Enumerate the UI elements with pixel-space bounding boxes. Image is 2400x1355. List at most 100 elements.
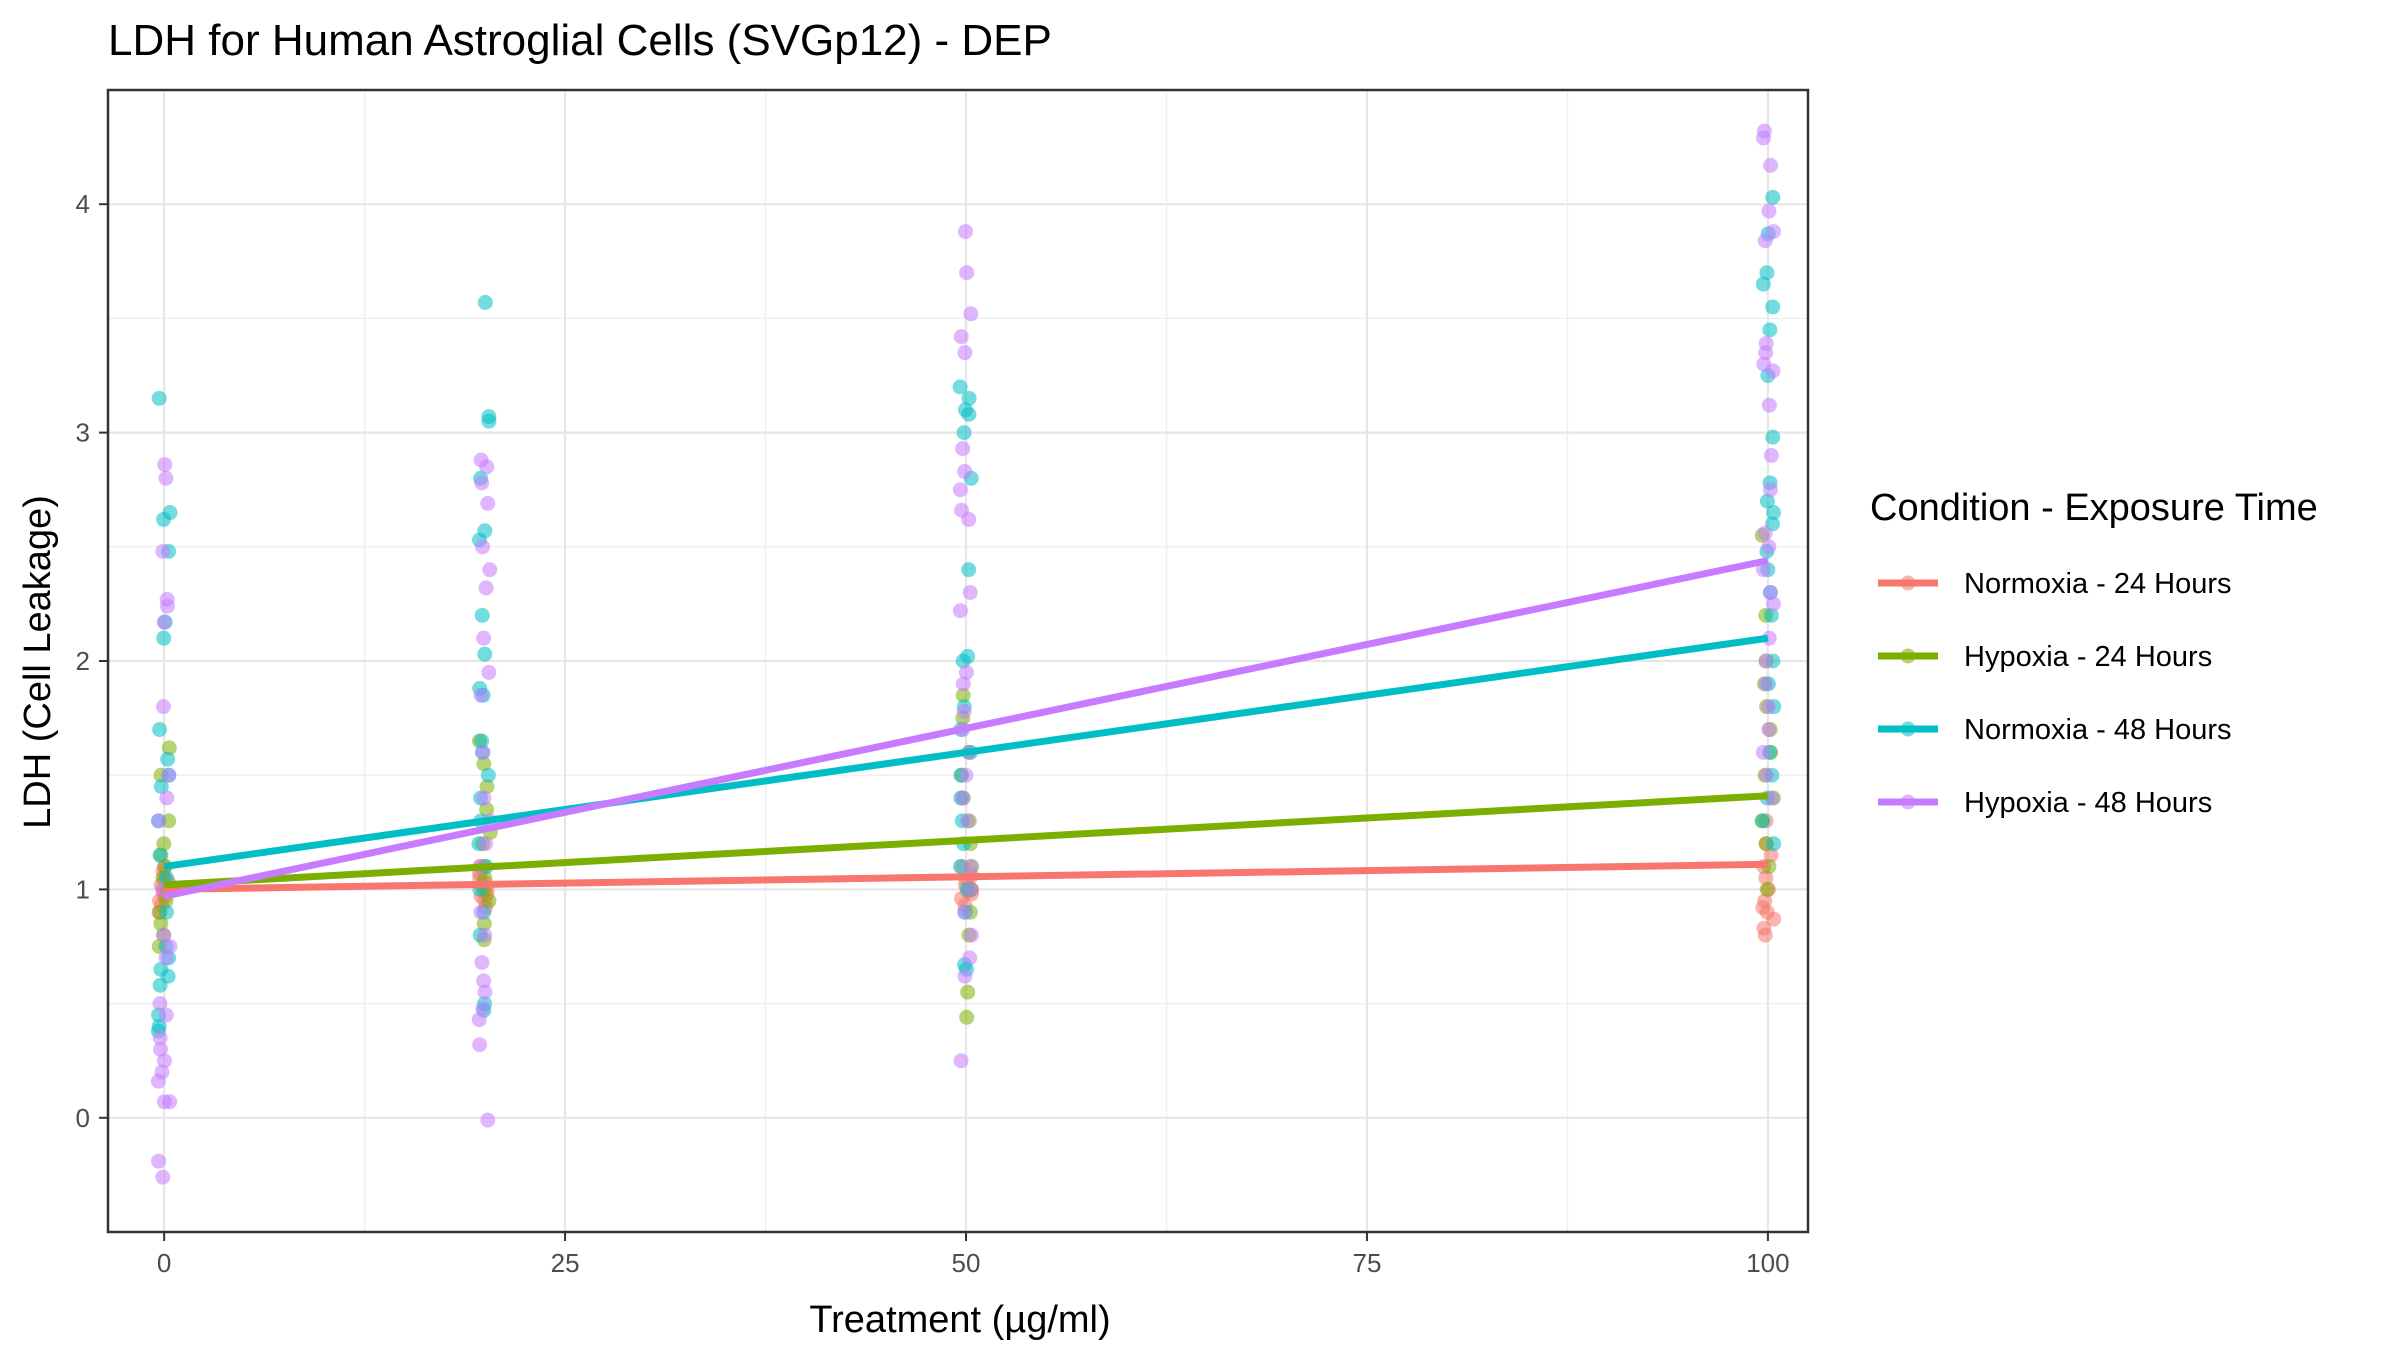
data-point	[156, 1094, 172, 1110]
data-point	[958, 767, 974, 783]
data-point	[476, 756, 492, 772]
data-point	[159, 904, 175, 920]
data-point	[1761, 722, 1777, 738]
data-point	[963, 881, 979, 897]
data-point	[479, 801, 495, 817]
legend-title: Condition - Exposure Time	[1870, 487, 2318, 529]
trend-line-4	[163, 557, 1769, 900]
data-point	[156, 836, 172, 852]
series-points-4	[150, 123, 1781, 1185]
data-point	[480, 495, 496, 511]
data-point	[476, 790, 492, 806]
data-point	[160, 751, 176, 767]
data-point	[957, 904, 973, 920]
data-point	[156, 630, 172, 646]
data-point	[1763, 157, 1779, 173]
data-point	[1765, 596, 1781, 612]
data-point	[1759, 767, 1775, 783]
data-point	[155, 1169, 171, 1185]
y-tick-label: 4	[76, 189, 90, 219]
data-point	[955, 676, 971, 692]
data-point	[482, 562, 498, 578]
data-point	[955, 790, 971, 806]
data-point	[1761, 203, 1777, 219]
data-point	[1763, 847, 1779, 863]
data-point	[959, 265, 975, 281]
data-point	[157, 457, 173, 473]
data-point	[1759, 265, 1775, 281]
data-point	[1758, 676, 1774, 692]
data-point	[1758, 870, 1774, 886]
data-point	[1756, 920, 1772, 936]
data-point	[1758, 653, 1774, 669]
data-point	[1765, 429, 1781, 445]
legend: Condition - Exposure Time Normoxia - 24 …	[1870, 487, 2318, 819]
data-point	[957, 463, 973, 479]
data-point	[1761, 699, 1777, 715]
data-point	[1765, 189, 1781, 205]
data-point	[1755, 900, 1771, 916]
data-point	[1757, 233, 1773, 249]
data-point	[473, 687, 489, 703]
data-point	[158, 1007, 174, 1023]
data-point	[963, 859, 979, 875]
data-point	[474, 954, 490, 970]
data-point	[960, 984, 976, 1000]
chart-title: LDH for Human Astroglial Cells (SVGp12) …	[108, 16, 1052, 65]
data-point	[955, 687, 971, 703]
data-point	[1765, 299, 1781, 315]
data-point	[150, 1073, 166, 1089]
data-point	[477, 294, 493, 310]
data-point	[958, 664, 974, 680]
x-tick-label: 100	[1746, 1248, 1789, 1278]
data-point	[474, 733, 490, 749]
data-point	[159, 790, 175, 806]
data-point	[477, 927, 493, 943]
data-point	[156, 614, 172, 630]
x-tick-label: 50	[952, 1248, 981, 1278]
data-point	[481, 413, 497, 429]
x-axis-label: Treatment (µg/ml)	[809, 1299, 1110, 1341]
data-point	[475, 539, 491, 555]
data-point	[961, 390, 977, 406]
legend-key-point	[1900, 794, 1916, 810]
data-point	[476, 973, 492, 989]
y-axis-label: LDH (Cell Leakage)	[17, 495, 59, 829]
data-point	[156, 511, 172, 527]
data-point	[961, 562, 977, 578]
data-point	[479, 459, 495, 475]
data-point	[1761, 539, 1777, 555]
data-point	[477, 984, 493, 1000]
data-point	[158, 950, 174, 966]
data-point	[151, 1153, 167, 1169]
data-point	[152, 996, 168, 1012]
data-point	[480, 1112, 496, 1128]
legend-key-point	[1900, 648, 1916, 664]
data-point	[479, 779, 495, 795]
data-point	[955, 653, 971, 669]
data-point	[156, 1053, 172, 1069]
data-point	[1757, 525, 1773, 541]
data-point	[153, 1041, 169, 1057]
data-point	[152, 722, 168, 738]
data-point	[955, 441, 971, 457]
data-point	[956, 425, 972, 441]
y-tick-label: 1	[76, 874, 90, 904]
data-point	[952, 603, 968, 619]
data-point	[162, 939, 178, 954]
data-point	[158, 470, 174, 486]
data-point	[476, 630, 492, 646]
x-tick-label: 0	[157, 1248, 171, 1278]
data-point	[957, 224, 973, 240]
trend-line-3	[163, 634, 1769, 871]
y-tick-label: 0	[76, 1103, 90, 1133]
data-point	[1766, 836, 1782, 852]
data-point	[1763, 607, 1779, 623]
data-point	[952, 482, 968, 498]
data-point	[952, 859, 968, 875]
data-point	[1765, 363, 1781, 379]
y-tick-label: 2	[76, 646, 90, 676]
data-point	[152, 847, 168, 863]
legend-key-point	[1900, 575, 1916, 591]
